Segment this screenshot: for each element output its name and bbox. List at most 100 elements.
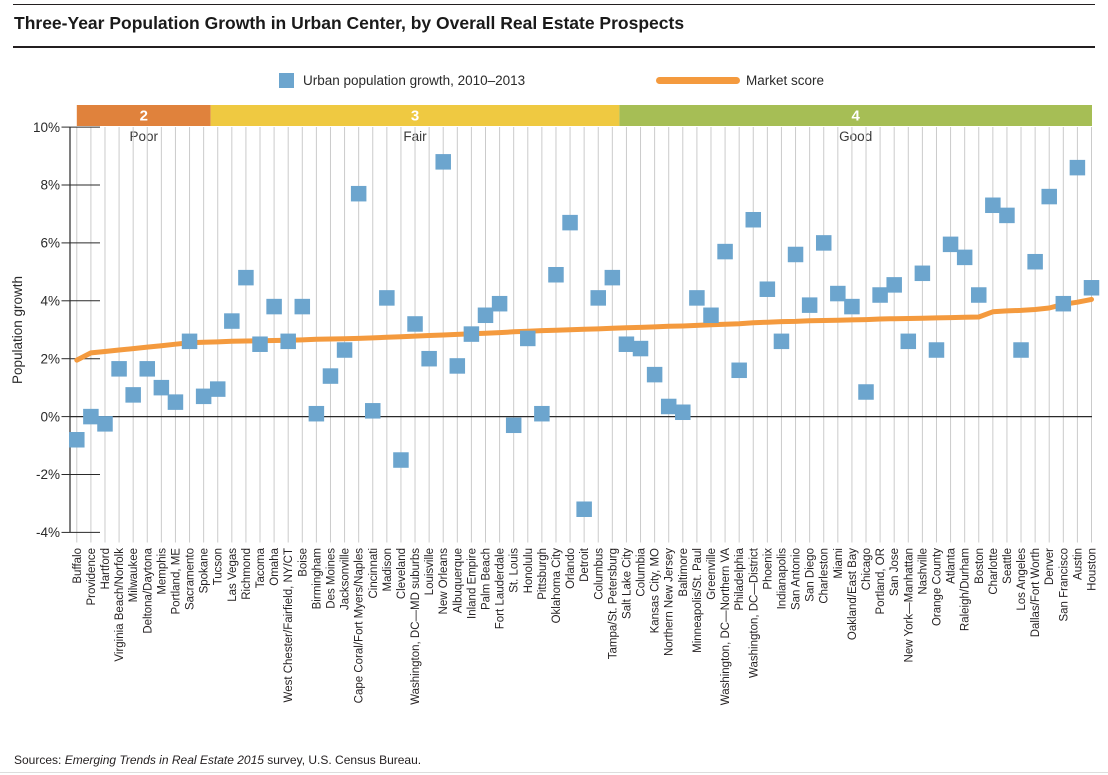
x-category-label: Charlotte xyxy=(988,548,1000,595)
x-category-label: Madison xyxy=(382,548,394,591)
data-point-square xyxy=(703,307,719,324)
data-point-square xyxy=(886,277,902,293)
score-band-fair xyxy=(210,105,620,126)
x-category-label: Birmingham xyxy=(311,548,323,609)
x-category-label: Washington, DC—Northern VA xyxy=(720,548,732,706)
data-point-square xyxy=(534,405,550,422)
x-category-label: Dallas/Fort Worth xyxy=(1030,548,1042,637)
x-category-label: Minneapolis/St. Paul xyxy=(692,548,704,653)
y-tick-label: 10% xyxy=(33,120,60,135)
x-category-label: Houston xyxy=(1087,548,1099,591)
data-point-square xyxy=(576,501,592,517)
legend-label-population-growth: Urban population growth, 2010–2013 xyxy=(303,73,526,88)
data-point-square xyxy=(1083,280,1100,296)
x-category-label: Northern New Jersey xyxy=(664,548,676,656)
x-category-label: Atlanta xyxy=(946,547,958,583)
x-category-label: Fort Lauderdale xyxy=(495,548,507,629)
data-point-square xyxy=(308,405,325,422)
x-category-label: Greenville xyxy=(706,548,718,600)
x-category-label: Boise xyxy=(297,548,309,577)
y-tick-label: 2% xyxy=(40,351,60,366)
data-point-square xyxy=(365,403,381,419)
data-point-square xyxy=(604,269,621,286)
data-point-square xyxy=(900,333,917,350)
data-point-square xyxy=(562,214,578,231)
y-tick-label: -2% xyxy=(36,467,60,482)
x-category-label: Oklahoma City xyxy=(551,548,563,624)
x-category-label: Richmond xyxy=(241,548,253,600)
data-point-square xyxy=(801,297,818,313)
x-category-label: New Orleans xyxy=(438,548,450,615)
data-point-square xyxy=(590,290,606,306)
x-category-label: San Francisco xyxy=(1058,548,1070,622)
data-point-square xyxy=(181,333,198,350)
y-axis-title: Population growth xyxy=(10,276,25,384)
x-category-label: Palm Beach xyxy=(481,548,493,610)
x-category-label: Cincinnati xyxy=(368,548,380,599)
data-point-square xyxy=(350,185,367,202)
x-category-label: Providence xyxy=(86,548,98,606)
data-point-square xyxy=(971,287,987,303)
x-category-label: Miami xyxy=(833,548,845,579)
x-category-label: Charleston xyxy=(819,548,831,604)
data-point-square xyxy=(717,243,733,260)
x-category-label: Inland Empire xyxy=(466,548,478,619)
data-point-square xyxy=(675,404,691,421)
data-point-square xyxy=(280,333,296,350)
chart-title: Three-Year Population Growth in Urban Ce… xyxy=(14,13,685,33)
x-category-label: Oakland/East Bay xyxy=(847,548,859,640)
x-category-label: Denver xyxy=(1044,548,1056,585)
data-point-square xyxy=(928,342,945,358)
data-point-square xyxy=(844,298,860,315)
data-point-square xyxy=(956,249,973,266)
data-point-square xyxy=(1041,188,1057,205)
x-category-label: Washington, DC—MD suburbs xyxy=(410,548,422,705)
title-underline-rule xyxy=(13,46,1095,48)
x-category-label: Las Vegas xyxy=(227,548,239,602)
x-category-label: Seattle xyxy=(1002,548,1014,584)
x-category-label: Cleveland xyxy=(396,548,408,599)
data-point-square xyxy=(985,197,1001,214)
x-category-label: Portland, OR xyxy=(875,548,887,614)
y-tick-label: 0% xyxy=(40,409,60,424)
legend-square-swatch xyxy=(279,73,294,88)
score-band-good xyxy=(619,105,1092,126)
data-point-square xyxy=(731,362,747,379)
data-point-square xyxy=(209,381,226,397)
data-point-square xyxy=(153,379,170,396)
x-category-label: Kansas City, MO xyxy=(650,548,662,633)
x-category-label: Hartford xyxy=(100,548,112,590)
data-point-square xyxy=(393,452,409,468)
data-point-square xyxy=(238,269,254,286)
y-tick-label: 8% xyxy=(40,178,60,193)
x-category-label: Phoenix xyxy=(762,548,774,590)
x-category-label: Boston xyxy=(974,548,986,584)
data-point-square xyxy=(294,298,311,315)
market-score-line xyxy=(74,296,1094,363)
x-category-label: Louisville xyxy=(424,548,436,595)
x-category-label: Chicago xyxy=(861,548,873,590)
data-point-square xyxy=(266,298,282,315)
data-point-square xyxy=(252,336,268,352)
x-category-label: Columbia xyxy=(636,547,648,596)
data-point-square xyxy=(463,326,480,342)
x-category-label: Raleigh/Durham xyxy=(960,548,972,631)
data-point-square xyxy=(1069,159,1086,176)
x-category-label: Tampa/St. Petersburg xyxy=(607,548,619,659)
data-point-square xyxy=(815,235,832,251)
data-point-square xyxy=(83,408,99,425)
data-point-square xyxy=(125,387,141,403)
x-category-label: Pittsburgh xyxy=(537,548,549,600)
data-point-square xyxy=(407,316,423,332)
x-category-label: Salt Lake City xyxy=(621,548,633,619)
x-category-label: St. Louis xyxy=(509,548,521,593)
score-band-sublabel: Good xyxy=(839,129,872,144)
x-category-label: Indianapolis xyxy=(776,548,788,610)
data-point-square xyxy=(97,416,113,432)
score-band-number: 4 xyxy=(852,108,861,125)
x-category-label: Nashville xyxy=(917,548,929,595)
x-category-label: Sacramento xyxy=(185,548,197,610)
score-band-number: 3 xyxy=(411,108,419,125)
